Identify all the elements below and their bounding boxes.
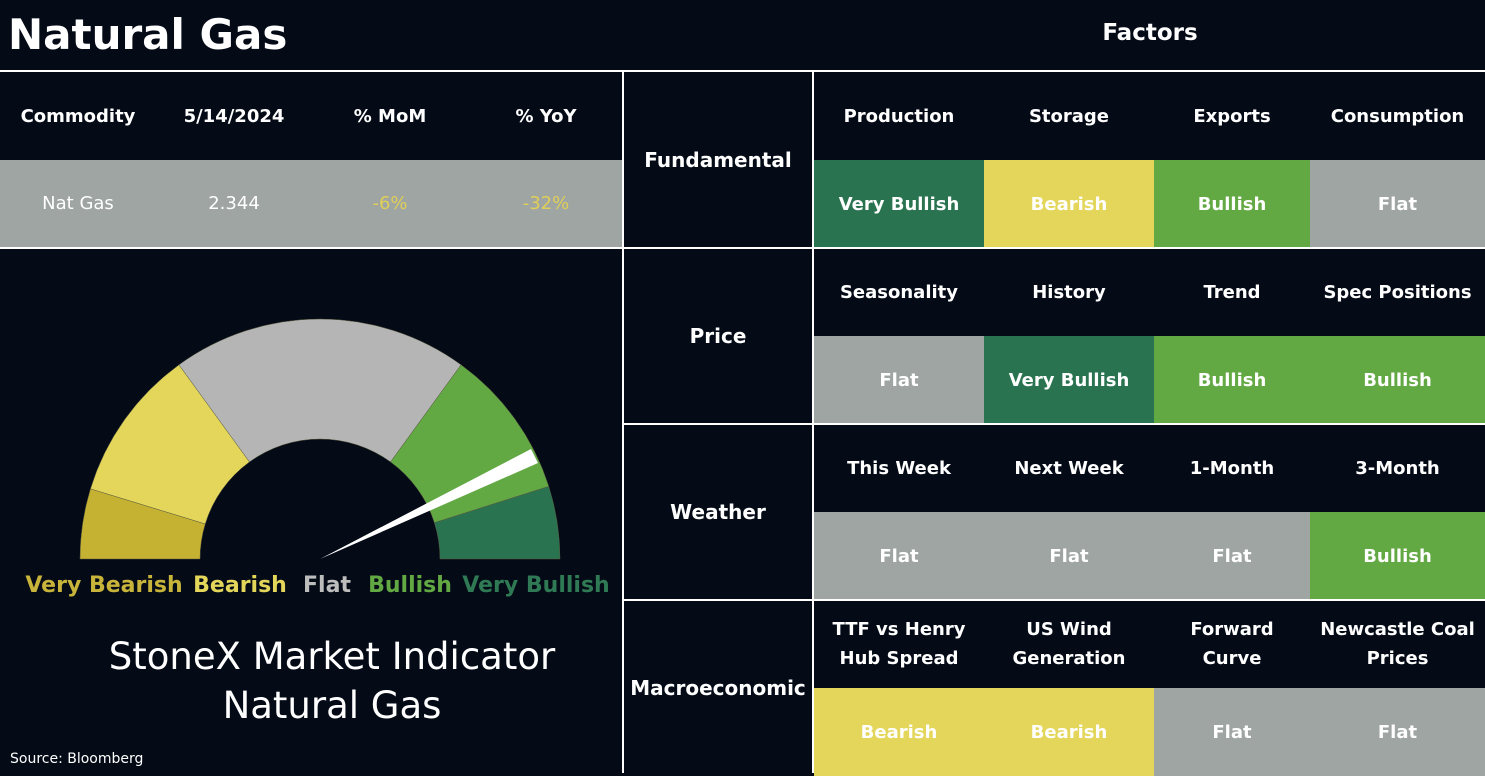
gauge: Very Bearish Bearish Flat Bullish Very Bulli… — [25, 318, 610, 727]
table-cell: -6% — [372, 193, 408, 214]
factor-signal: Very Bullish — [814, 160, 984, 248]
group-label: Fundamental — [644, 147, 792, 172]
factor-signal: Flat — [1310, 688, 1485, 776]
factor-signal: Bearish — [814, 688, 984, 776]
gauge-label: Bearish — [193, 573, 287, 598]
gauge-segment — [178, 318, 462, 463]
table-cell: 2.344 — [208, 193, 260, 214]
gauge-label: Very Bearish — [25, 573, 182, 598]
factor-signal: Bearish — [984, 160, 1154, 248]
factor-name: TTF vs Henry Hub Spread — [832, 619, 966, 669]
factor-name: History — [1032, 281, 1106, 303]
divider — [622, 423, 1485, 425]
divider — [622, 247, 1485, 249]
divider — [812, 72, 814, 773]
factor-signal: Flat — [1310, 160, 1485, 248]
gauge-segment — [434, 486, 561, 560]
factor-name: Next Week — [1014, 457, 1124, 479]
divider — [0, 247, 622, 249]
factor-signal: Bullish — [1154, 160, 1310, 248]
factor-name: Newcastle Coal Prices — [1320, 619, 1475, 669]
factor-name: Consumption — [1330, 105, 1465, 127]
column-header: % YoY — [515, 105, 577, 127]
factor-signal: Bullish — [1310, 336, 1485, 424]
gauge-needle — [320, 449, 538, 559]
table-cell: Nat Gas — [42, 193, 114, 214]
factor-name: Forward Curve — [1190, 619, 1274, 669]
divider — [622, 599, 1485, 601]
table-row-bg — [0, 160, 622, 247]
source: Source: Bloomberg — [10, 751, 144, 767]
factor-signal: Bullish — [1310, 512, 1485, 600]
factor-name: US Wind Generation — [1012, 619, 1126, 669]
group-label: Weather — [670, 499, 766, 524]
gauge-title: StoneX Market Indicator — [109, 635, 556, 678]
gauge-label: Bullish — [368, 573, 452, 598]
factor-name: 1-Month — [1189, 457, 1275, 479]
factor-signal: Flat — [1154, 688, 1310, 776]
gauge-label: Very Bullish — [462, 573, 609, 598]
group-label: Price — [689, 323, 747, 348]
factor-name: Production — [843, 105, 955, 127]
table-cell: -32% — [522, 193, 570, 214]
factor-signal: Bullish — [1154, 336, 1310, 424]
divider — [0, 70, 1485, 72]
factor-name: Spec Positions — [1323, 281, 1472, 303]
factor-name: Exports — [1193, 105, 1271, 127]
factor-name: Seasonality — [839, 281, 959, 303]
factor-name: 3-Month — [1355, 457, 1440, 479]
factor-name: Storage — [1028, 105, 1110, 127]
factor-name: This Week — [847, 457, 951, 479]
page-title: Natural Gas — [8, 10, 288, 59]
factors-title: Factors — [1102, 20, 1198, 46]
factor-name: Trend — [1203, 281, 1261, 303]
factor-signal: Flat — [1154, 512, 1310, 600]
gauge-title: Natural Gas — [223, 684, 442, 727]
column-header: % MoM — [353, 105, 427, 127]
divider — [622, 72, 624, 773]
column-header: 5/14/2024 — [183, 105, 285, 127]
factor-signal: Bearish — [984, 688, 1154, 776]
factor-signal: Flat — [814, 512, 984, 600]
group-label: Macroeconomic — [630, 675, 806, 700]
factor-signal: Very Bullish — [984, 336, 1154, 424]
factor-signal: Flat — [814, 336, 984, 424]
gauge-label: Flat — [303, 573, 351, 598]
column-header: Commodity — [20, 105, 136, 127]
factor-signal: Flat — [984, 512, 1154, 600]
